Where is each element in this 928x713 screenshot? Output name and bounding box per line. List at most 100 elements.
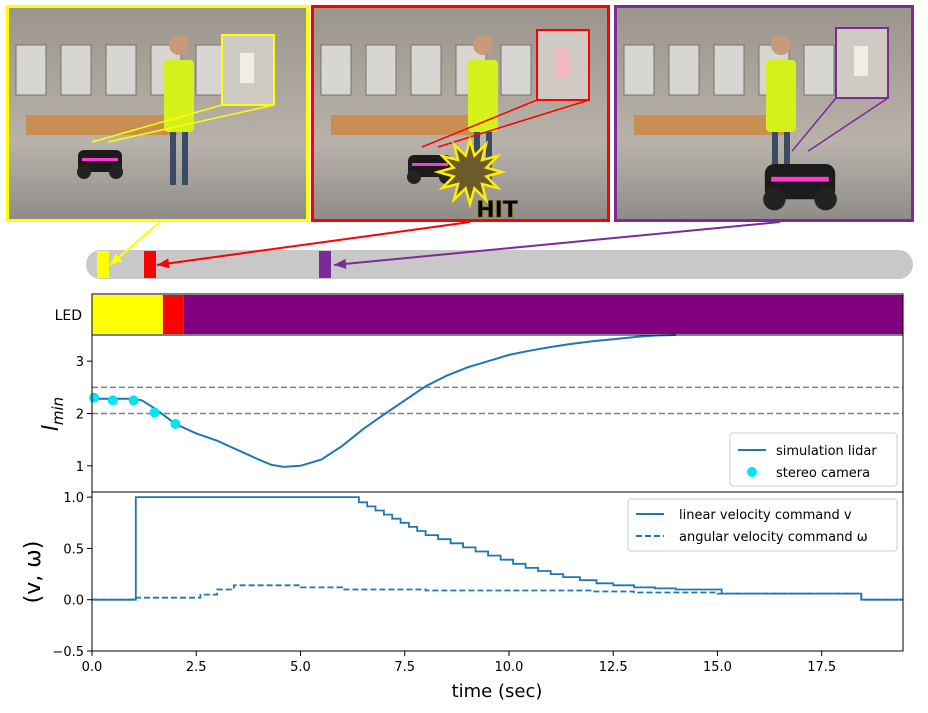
x-tick-label: 7.5 (394, 660, 415, 675)
floor (6, 139, 309, 222)
robot-wheel (407, 170, 421, 184)
x-tick-label: 12.5 (599, 660, 628, 675)
safety-vest (468, 60, 498, 132)
timeline-arrow (333, 221, 781, 266)
led-segment (92, 295, 163, 334)
x-tick-label: 0.0 (82, 660, 103, 675)
velocity-plot-area: −0.50.00.51.00.0 2.5 5.0 7.5 10.0 12.5 15.0 17.… (52, 491, 903, 675)
inset-leader (421, 99, 538, 148)
photo-strip: HIT (6, 5, 914, 223)
velocity-frame (91, 491, 904, 652)
y-tick-label: 0.0 (63, 594, 84, 609)
lmin-plot-area: 1 2 3 (76, 334, 903, 475)
stereo-point (170, 418, 181, 429)
inset-leader (807, 97, 889, 152)
legend-label-lidar: simulation lidar (776, 444, 877, 459)
wall-panel (623, 44, 655, 96)
floor (614, 139, 914, 222)
safety-vest (164, 60, 194, 132)
lmin-panel: 1 2 3 lmin simulation lidar stereo camera (39, 334, 904, 493)
inset-leader (107, 104, 275, 143)
x-tick-label: 15.0 (703, 660, 732, 675)
x-axis-label: time (sec) (452, 681, 543, 702)
velocity-legend-box (627, 498, 898, 552)
inset-led (854, 46, 868, 76)
lmin-axis-label: lmin (39, 397, 67, 431)
timeline-bar (86, 221, 913, 279)
legend-label-angular: angular velocity command ω (679, 530, 868, 545)
y-tick-label: −0.5 (52, 645, 84, 660)
lidar-line (92, 334, 676, 468)
x-tick-label: 5.0 (290, 660, 311, 675)
linear-velocity-line (92, 496, 903, 601)
legend-label-linear: linear velocity command v (679, 508, 852, 523)
legend-label-stereo: stereo camera (776, 466, 870, 481)
wall-panel (15, 44, 47, 96)
robot-wheel (814, 188, 837, 211)
person-head (473, 35, 493, 55)
velocity-legend: linear velocity command v angular veloci… (627, 498, 898, 552)
person-leg (772, 130, 778, 185)
stereo-point (128, 395, 139, 406)
photo-frame (311, 5, 610, 222)
wall-panel (803, 44, 835, 96)
photo-scene (311, 5, 610, 222)
photo-panel (311, 5, 610, 222)
timeline-arrowhead (157, 258, 170, 269)
y-tick-label: 0.5 (63, 542, 84, 557)
y-tick-label: 3 (76, 355, 84, 370)
timeline-arrow (156, 221, 471, 266)
person-leg (182, 130, 188, 185)
person-leg (170, 130, 176, 185)
wall-panel (320, 44, 352, 96)
person-head (169, 35, 189, 55)
lmin-legend-box (729, 432, 898, 487)
stereo-point (89, 392, 100, 403)
photo-frame (614, 5, 914, 222)
robot-wheel (77, 165, 91, 179)
hit-caption: HIT (476, 198, 518, 223)
wall-panel (365, 44, 397, 96)
timeline-marker (144, 251, 156, 278)
x-tick-label: 2.5 (186, 660, 207, 675)
hit-burst-icon (433, 135, 507, 209)
led-axis-label: LED (55, 308, 82, 324)
photo-panel (6, 5, 309, 222)
inset-leader (437, 99, 590, 148)
timeline-arrowhead (110, 253, 123, 265)
robot-led-strip (82, 158, 118, 161)
timeline-marker (97, 251, 109, 278)
wall-panel (410, 44, 442, 96)
velocity-panel: −0.50.00.51.00.0 2.5 5.0 7.5 10.0 12.5 15.0 17.… (21, 491, 904, 702)
stereo-point (107, 395, 118, 406)
wall-panel (500, 44, 532, 96)
angular-velocity-line (92, 584, 903, 601)
robot-led-strip (412, 163, 448, 166)
led-panel: LED (55, 293, 904, 336)
y-tick-label: 1 (76, 460, 84, 475)
x-tick-label: 17.5 (807, 660, 836, 675)
inset-led (555, 48, 569, 78)
legend-marker-stereo (747, 467, 757, 477)
photo-panel (614, 5, 914, 222)
y-tick-label: 2 (76, 408, 84, 423)
inset-leader (91, 104, 223, 143)
y-tick-label: 1.0 (63, 491, 84, 506)
pallet (26, 115, 178, 135)
wall-panel (668, 44, 700, 96)
robot-wheel (763, 188, 786, 211)
led-segment (183, 295, 903, 334)
wall-panel (60, 44, 92, 96)
pallet (331, 115, 481, 135)
photo-frame (6, 5, 309, 222)
person-leg (784, 130, 790, 185)
timeline-track (86, 250, 913, 279)
velocity-axis-label: (v, ω) (21, 541, 46, 604)
person-head (771, 35, 791, 55)
timeline-arrowhead (334, 258, 347, 269)
inset-leader (791, 97, 837, 152)
photo-scene (6, 5, 309, 222)
pallet (634, 115, 784, 135)
photo-scene (614, 5, 914, 222)
